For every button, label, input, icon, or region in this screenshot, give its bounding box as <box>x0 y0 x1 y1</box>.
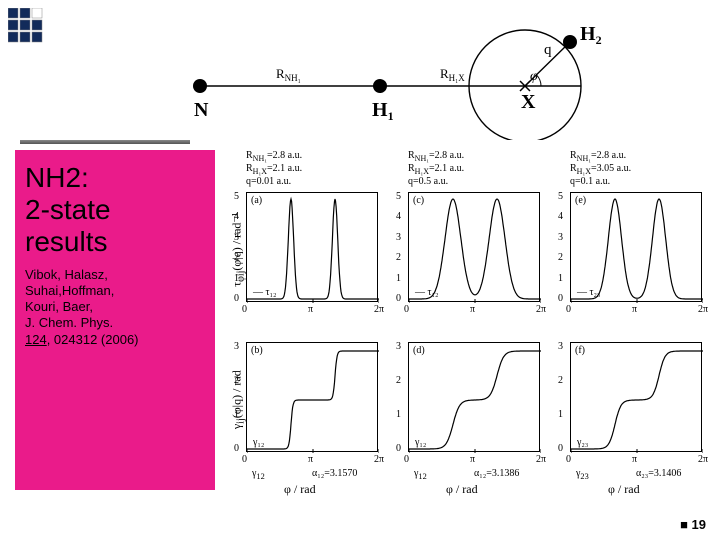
plot-panel: (c) — τ₁₂ <box>408 192 540 302</box>
y-tick: 0 <box>234 293 239 304</box>
panel-legend: — τ₁₂ <box>415 287 439 298</box>
panel-tag: (a) <box>251 195 262 206</box>
y-tick: 3 <box>234 341 239 352</box>
panel-tag: (e) <box>575 195 586 206</box>
x-axis-label: φ / rad <box>284 482 316 497</box>
panel-tag: (f) <box>575 345 585 356</box>
alpha-label: α₁₂=3.1570 <box>312 468 357 479</box>
divider-bar <box>20 140 190 144</box>
y-tick: 1 <box>396 273 401 284</box>
svg-text:X: X <box>521 91 536 113</box>
y-tick: 5 <box>396 191 401 202</box>
y-tick: 5 <box>558 191 563 202</box>
panel-legend: — τ₂₃ <box>577 287 601 298</box>
x-tick: 2π <box>374 454 384 465</box>
y-tick: 0 <box>234 443 239 454</box>
panel-tag: (b) <box>251 345 263 356</box>
svg-text:H2: H2 <box>580 23 602 47</box>
y-tick: 1 <box>396 409 401 420</box>
y-tick: 4 <box>558 211 563 222</box>
x-tick: 0 <box>242 454 247 465</box>
y-axis-label: τφij(φ|q) / rad⁻¹ <box>229 210 246 290</box>
citation-line: J. Chem. Phys. <box>25 315 205 331</box>
slide-title: NH2: 2-state results <box>25 162 205 259</box>
citation: Vibok, Halasz, Suhai,Hoffman, Kouri, Bae… <box>25 267 205 348</box>
svg-text:RNH₁: RNH₁ <box>276 66 301 83</box>
y-tick: 0 <box>396 443 401 454</box>
alpha-label: α₁₂=3.1386 <box>474 468 519 479</box>
y-tick: 0 <box>558 293 563 304</box>
y-tick: 4 <box>396 211 401 222</box>
x-tick: π <box>632 304 637 315</box>
svg-text:q: q <box>544 42 552 58</box>
y-tick: 2 <box>396 375 401 386</box>
page-number: 19 <box>680 517 706 532</box>
gamma-label: γ12 <box>414 468 427 481</box>
citation-vol: 124 <box>25 332 47 347</box>
svg-text:φ: φ <box>530 69 538 84</box>
x-tick: 0 <box>566 454 571 465</box>
title-line: results <box>25 226 205 258</box>
x-tick: π <box>308 454 313 465</box>
x-tick: 0 <box>566 304 571 315</box>
panel-tag: (c) <box>413 195 424 206</box>
x-tick: π <box>470 304 475 315</box>
gamma-label: γ12 <box>252 468 265 481</box>
x-axis-label: φ / rad <box>608 482 640 497</box>
plot-panel: (b) γ₁₂ <box>246 342 378 452</box>
page-number-value: 19 <box>692 517 706 532</box>
y-tick: 3 <box>396 341 401 352</box>
plot-panel: (e) — τ₂₃ <box>570 192 702 302</box>
x-tick: 2π <box>374 304 384 315</box>
y-tick: 0 <box>396 293 401 304</box>
svg-text:H1: H1 <box>372 99 394 123</box>
y-tick: 1 <box>558 409 563 420</box>
x-tick: 2π <box>698 304 708 315</box>
y-tick: 3 <box>558 341 563 352</box>
panel-params: RNH₁=2.8 a.u.RH₁X=2.1 a.u.q=0.01 a.u. <box>220 150 382 188</box>
y-tick: 2 <box>558 375 563 386</box>
x-axis-label: φ / rad <box>446 482 478 497</box>
x-tick: π <box>632 454 637 465</box>
gamma-label: γ23 <box>576 468 589 481</box>
citation-line: Suhai,Hoffman, <box>25 283 205 299</box>
x-tick: 0 <box>404 304 409 315</box>
x-tick: 2π <box>536 304 546 315</box>
title-block: NH2: 2-state results Vibok, Halasz, Suha… <box>15 150 215 490</box>
x-tick: 0 <box>242 304 247 315</box>
panel-tag: (d) <box>413 345 425 356</box>
svg-text:N: N <box>194 99 209 121</box>
y-tick: 1 <box>558 273 563 284</box>
citation-line: Kouri, Baer, <box>25 299 205 315</box>
plot-panel: (d) γ₁₂ <box>408 342 540 452</box>
x-tick: 2π <box>698 454 708 465</box>
panel-legend: γ₁₂ <box>415 437 426 448</box>
y-axis-label: γij(φ|q) / rad <box>229 360 246 440</box>
y-tick: 2 <box>396 252 401 263</box>
y-tick: 2 <box>558 252 563 263</box>
y-tick: 3 <box>396 232 401 243</box>
panel-legend: — τ₁₂ <box>253 287 277 298</box>
panel-legend: γ₁₂ <box>253 437 264 448</box>
y-tick: 5 <box>234 191 239 202</box>
title-line: NH2: <box>25 162 205 194</box>
citation-rest: , 024312 (2006) <box>47 332 139 347</box>
panel-params: RNH₁=2.8 a.u.RH₁X=3.05 a.u.q=0.1 a.u. <box>544 150 706 188</box>
svg-text:RH₁X: RH₁X <box>440 66 465 83</box>
plot-panel: (f) γ₂₃ <box>570 342 702 452</box>
y-tick: 0 <box>558 443 563 454</box>
molecule-schematic: N H1 X H2 RNH₁ RH₁X qφ <box>0 0 720 140</box>
citation-line: 124, 024312 (2006) <box>25 332 205 348</box>
x-tick: π <box>308 304 313 315</box>
y-tick: 3 <box>558 232 563 243</box>
panel-legend: γ₂₃ <box>577 437 588 448</box>
title-line: 2-state <box>25 194 205 226</box>
x-tick: 0 <box>404 454 409 465</box>
x-tick: 2π <box>536 454 546 465</box>
plot-panel: (a) — τ₁₂ <box>246 192 378 302</box>
panel-params: RNH₁=2.8 a.u.RH₁X=2.1 a.u.q=0.5 a.u. <box>382 150 544 188</box>
citation-line: Vibok, Halasz, <box>25 267 205 283</box>
alpha-label: α₂₃=3.1406 <box>636 468 681 479</box>
x-tick: π <box>470 454 475 465</box>
